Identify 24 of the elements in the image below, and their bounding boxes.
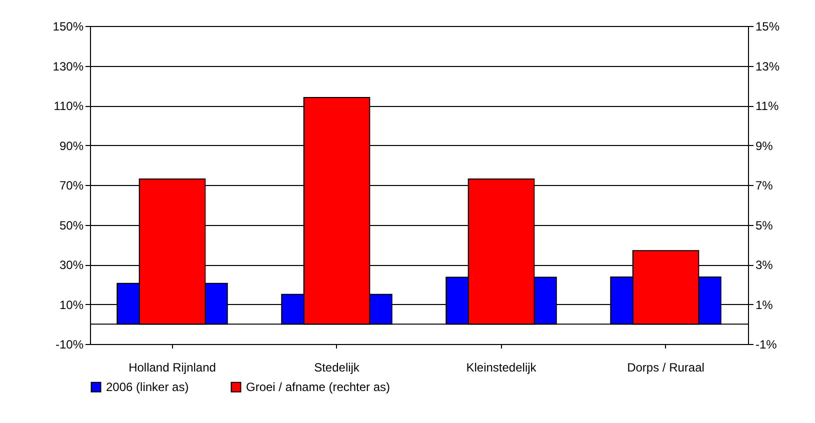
- y-tick-label: 90%: [59, 138, 84, 153]
- x-tick-label: Dorps / Ruraal: [627, 360, 704, 374]
- y2-tick-label: 5%: [756, 218, 774, 232]
- y2-tick-label: 15%: [756, 20, 780, 34]
- y2-tick-label: 11%: [756, 99, 779, 113]
- y-tick-label: 150%: [52, 20, 84, 34]
- y2-tick-label: 13%: [756, 59, 780, 74]
- x-tick-label: Holland Rijnland: [128, 360, 216, 374]
- y-tick-label: 30%: [59, 258, 84, 272]
- x-tick-label: Kleinstedelijk: [466, 360, 538, 374]
- y-tick-label: 110%: [54, 99, 84, 113]
- legend-label: 2006 (linker as): [106, 380, 189, 394]
- y2-tick-label: 9%: [756, 138, 774, 153]
- y2-tick-label: -1%: [756, 338, 778, 352]
- y-tick-label: 70%: [59, 178, 84, 192]
- legend-label: Groei / afname (rechter as): [246, 380, 390, 394]
- y-tick-label: 130%: [52, 59, 84, 74]
- x-tick-label: Stedelijk: [314, 360, 360, 374]
- y2-tick-label: 1%: [756, 298, 774, 312]
- y-tick-label: 10%: [59, 298, 84, 312]
- y2-tick-label: 7%: [756, 178, 774, 192]
- y2-tick-label: 3%: [756, 258, 774, 272]
- y-tick-label: -10%: [55, 338, 84, 352]
- y-tick-label: 50%: [59, 218, 84, 232]
